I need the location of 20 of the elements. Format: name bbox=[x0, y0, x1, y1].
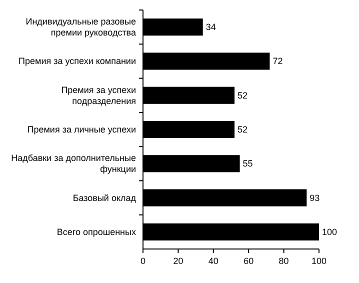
x-tick-label: 80 bbox=[278, 256, 289, 266]
y-tick-label: Индивидуальные разовые премии руководства bbox=[26, 16, 136, 38]
y-tick-label: Премия за личные успехи bbox=[27, 124, 136, 134]
y-tick-label: Базовый оклад bbox=[72, 192, 137, 203]
y-tick-label: Надбавки за дополнительные функции bbox=[11, 153, 136, 174]
x-tick-label: 20 bbox=[173, 256, 184, 266]
x-tick-label: 40 bbox=[208, 256, 218, 266]
x-tick-label: 60 bbox=[244, 256, 254, 266]
data-label: 100 bbox=[322, 226, 338, 237]
data-label: 52 bbox=[238, 124, 248, 134]
x-tick-label: 100 bbox=[311, 256, 327, 266]
y-tick-label: Всего опрошенных bbox=[56, 226, 136, 237]
y-tick-label: Премия за успехи компании bbox=[18, 56, 136, 66]
data-label: 72 bbox=[272, 56, 283, 66]
data-label: 34 bbox=[206, 22, 216, 32]
data-label: 55 bbox=[242, 158, 253, 169]
data-label: 52 bbox=[238, 90, 248, 100]
x-tick-label: 0 bbox=[140, 256, 146, 266]
data-label: 93 bbox=[310, 192, 320, 203]
y-tick-label: Премия за успехи подразделения bbox=[61, 84, 136, 106]
